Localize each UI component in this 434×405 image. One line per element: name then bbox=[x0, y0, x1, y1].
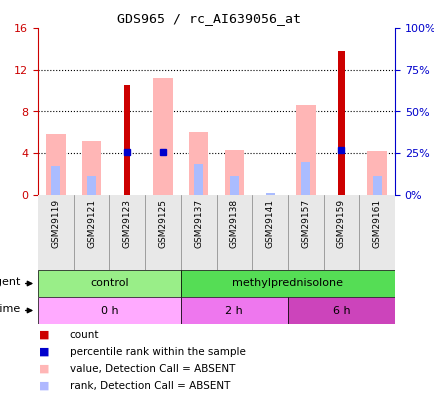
Bar bbox=[38, 297, 181, 324]
Text: ■: ■ bbox=[39, 347, 49, 357]
Text: ■: ■ bbox=[39, 381, 49, 391]
Bar bbox=[87, 176, 96, 195]
Text: GSM29138: GSM29138 bbox=[229, 199, 238, 248]
Bar bbox=[224, 150, 243, 195]
Text: ■: ■ bbox=[39, 330, 49, 340]
Text: GSM29161: GSM29161 bbox=[372, 199, 381, 248]
Bar bbox=[181, 270, 394, 297]
Text: GSM29125: GSM29125 bbox=[158, 199, 167, 248]
Bar bbox=[38, 270, 181, 297]
Bar bbox=[194, 164, 203, 195]
Bar bbox=[188, 132, 208, 195]
Text: count: count bbox=[69, 330, 99, 340]
Bar bbox=[366, 151, 386, 195]
Bar bbox=[229, 176, 238, 195]
Text: 2 h: 2 h bbox=[225, 305, 243, 315]
Bar bbox=[46, 134, 66, 195]
Text: time: time bbox=[0, 304, 21, 314]
Text: GSM29119: GSM29119 bbox=[51, 199, 60, 248]
Text: 0 h: 0 h bbox=[100, 305, 118, 315]
Text: methylprednisolone: methylprednisolone bbox=[232, 279, 342, 288]
Bar bbox=[124, 85, 130, 195]
Bar bbox=[372, 176, 381, 195]
Text: GSM29123: GSM29123 bbox=[122, 199, 132, 248]
Text: rank, Detection Call = ABSENT: rank, Detection Call = ABSENT bbox=[69, 381, 230, 391]
Bar bbox=[51, 166, 60, 195]
Text: GSM29137: GSM29137 bbox=[194, 199, 203, 248]
Bar bbox=[287, 297, 394, 324]
Text: GDS965 / rc_AI639056_at: GDS965 / rc_AI639056_at bbox=[117, 12, 300, 25]
Text: GSM29157: GSM29157 bbox=[301, 199, 309, 248]
Text: agent: agent bbox=[0, 277, 21, 287]
Text: percentile rank within the sample: percentile rank within the sample bbox=[69, 347, 245, 357]
Bar bbox=[82, 141, 101, 195]
Text: value, Detection Call = ABSENT: value, Detection Call = ABSENT bbox=[69, 364, 234, 374]
Text: ■: ■ bbox=[39, 364, 49, 374]
Bar bbox=[338, 51, 344, 195]
Text: GSM29121: GSM29121 bbox=[87, 199, 96, 248]
Text: GSM29159: GSM29159 bbox=[336, 199, 345, 248]
Bar bbox=[295, 105, 315, 195]
Bar bbox=[153, 78, 172, 195]
Text: GSM29141: GSM29141 bbox=[265, 199, 274, 248]
Bar bbox=[181, 297, 287, 324]
Bar bbox=[265, 193, 274, 195]
Bar bbox=[301, 162, 309, 195]
Text: control: control bbox=[90, 279, 128, 288]
Text: 6 h: 6 h bbox=[332, 305, 349, 315]
